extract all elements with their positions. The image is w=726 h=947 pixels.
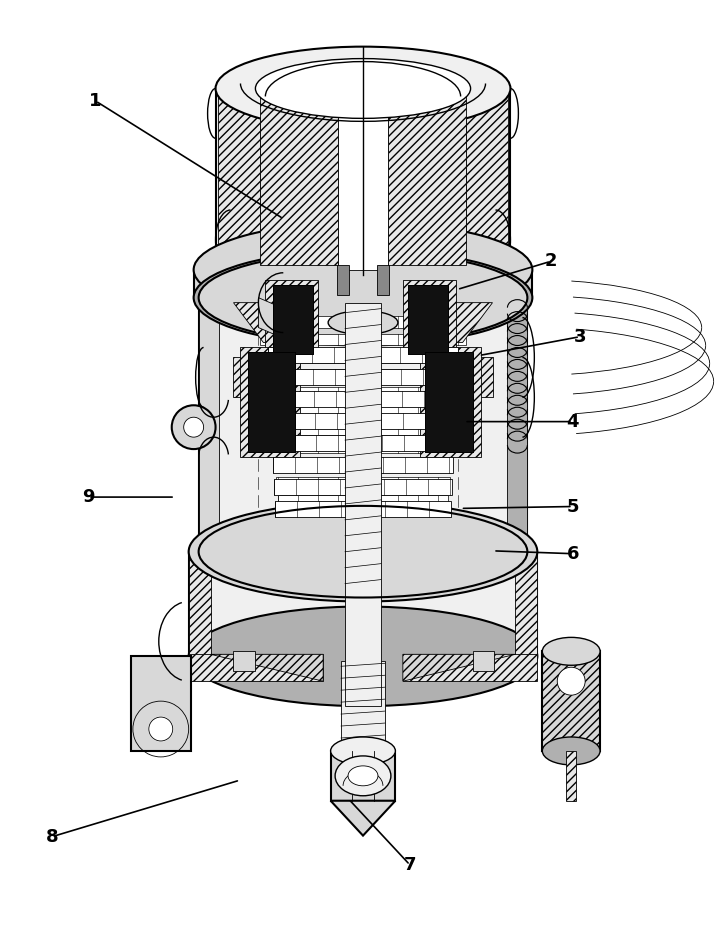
- Polygon shape: [262, 351, 464, 364]
- Polygon shape: [189, 552, 537, 656]
- Polygon shape: [261, 333, 465, 346]
- Ellipse shape: [189, 502, 537, 601]
- Ellipse shape: [348, 766, 378, 786]
- Polygon shape: [189, 552, 211, 656]
- Polygon shape: [275, 501, 451, 517]
- Ellipse shape: [194, 250, 532, 346]
- Polygon shape: [261, 94, 338, 265]
- Polygon shape: [269, 369, 457, 385]
- Polygon shape: [258, 315, 468, 328]
- Ellipse shape: [328, 311, 398, 334]
- Polygon shape: [337, 265, 349, 295]
- Text: 4: 4: [566, 413, 579, 431]
- Ellipse shape: [348, 316, 378, 329]
- Text: 1: 1: [89, 92, 102, 110]
- Polygon shape: [403, 654, 537, 681]
- Ellipse shape: [542, 637, 600, 665]
- Polygon shape: [274, 285, 313, 354]
- Polygon shape: [248, 352, 295, 452]
- Polygon shape: [272, 413, 454, 429]
- Text: 6: 6: [566, 545, 579, 563]
- Polygon shape: [258, 297, 293, 343]
- Ellipse shape: [330, 737, 396, 765]
- Ellipse shape: [172, 405, 216, 449]
- Polygon shape: [234, 357, 283, 398]
- Polygon shape: [277, 477, 449, 489]
- Polygon shape: [218, 88, 261, 270]
- Polygon shape: [269, 405, 457, 418]
- Polygon shape: [473, 652, 494, 671]
- Polygon shape: [194, 270, 532, 297]
- Text: 9: 9: [82, 488, 94, 506]
- Polygon shape: [420, 348, 481, 457]
- Text: 7: 7: [404, 856, 416, 874]
- Ellipse shape: [189, 606, 537, 706]
- Ellipse shape: [149, 717, 173, 741]
- Polygon shape: [330, 801, 396, 835]
- Polygon shape: [270, 423, 456, 436]
- Polygon shape: [345, 303, 381, 706]
- Polygon shape: [443, 357, 492, 398]
- Polygon shape: [388, 94, 465, 265]
- Polygon shape: [408, 303, 492, 343]
- Polygon shape: [507, 297, 527, 552]
- Ellipse shape: [216, 228, 510, 312]
- Polygon shape: [199, 297, 527, 552]
- Polygon shape: [425, 352, 473, 452]
- Text: 3: 3: [574, 328, 586, 346]
- Polygon shape: [216, 88, 510, 270]
- Polygon shape: [330, 751, 396, 801]
- Polygon shape: [274, 457, 452, 473]
- Polygon shape: [211, 654, 323, 681]
- Polygon shape: [199, 297, 219, 552]
- Polygon shape: [269, 348, 457, 364]
- Polygon shape: [234, 652, 256, 671]
- Polygon shape: [274, 479, 452, 495]
- Polygon shape: [274, 459, 452, 471]
- Ellipse shape: [194, 222, 532, 317]
- Polygon shape: [272, 436, 454, 451]
- Polygon shape: [264, 369, 462, 382]
- Ellipse shape: [199, 252, 527, 344]
- Polygon shape: [234, 303, 318, 343]
- Ellipse shape: [542, 737, 600, 765]
- Polygon shape: [270, 391, 456, 407]
- Polygon shape: [408, 285, 448, 354]
- Ellipse shape: [558, 668, 585, 695]
- Polygon shape: [338, 88, 388, 270]
- Polygon shape: [240, 348, 301, 457]
- Polygon shape: [408, 285, 448, 354]
- Polygon shape: [272, 441, 454, 453]
- Polygon shape: [266, 279, 318, 360]
- Ellipse shape: [335, 756, 391, 795]
- Polygon shape: [248, 352, 295, 452]
- Polygon shape: [278, 495, 448, 507]
- Polygon shape: [403, 654, 515, 681]
- Text: 8: 8: [46, 828, 58, 846]
- Polygon shape: [465, 88, 508, 270]
- Text: 5: 5: [566, 497, 579, 515]
- Polygon shape: [131, 656, 191, 751]
- Polygon shape: [542, 652, 600, 751]
- Polygon shape: [377, 265, 389, 295]
- Polygon shape: [515, 552, 537, 656]
- Polygon shape: [341, 661, 385, 751]
- Polygon shape: [425, 352, 473, 452]
- Ellipse shape: [256, 59, 470, 118]
- Text: 2: 2: [544, 252, 558, 270]
- Ellipse shape: [184, 418, 203, 438]
- Polygon shape: [274, 285, 313, 354]
- Ellipse shape: [216, 46, 510, 131]
- Polygon shape: [189, 654, 323, 681]
- Polygon shape: [266, 387, 460, 400]
- Polygon shape: [403, 279, 456, 360]
- Polygon shape: [566, 751, 576, 801]
